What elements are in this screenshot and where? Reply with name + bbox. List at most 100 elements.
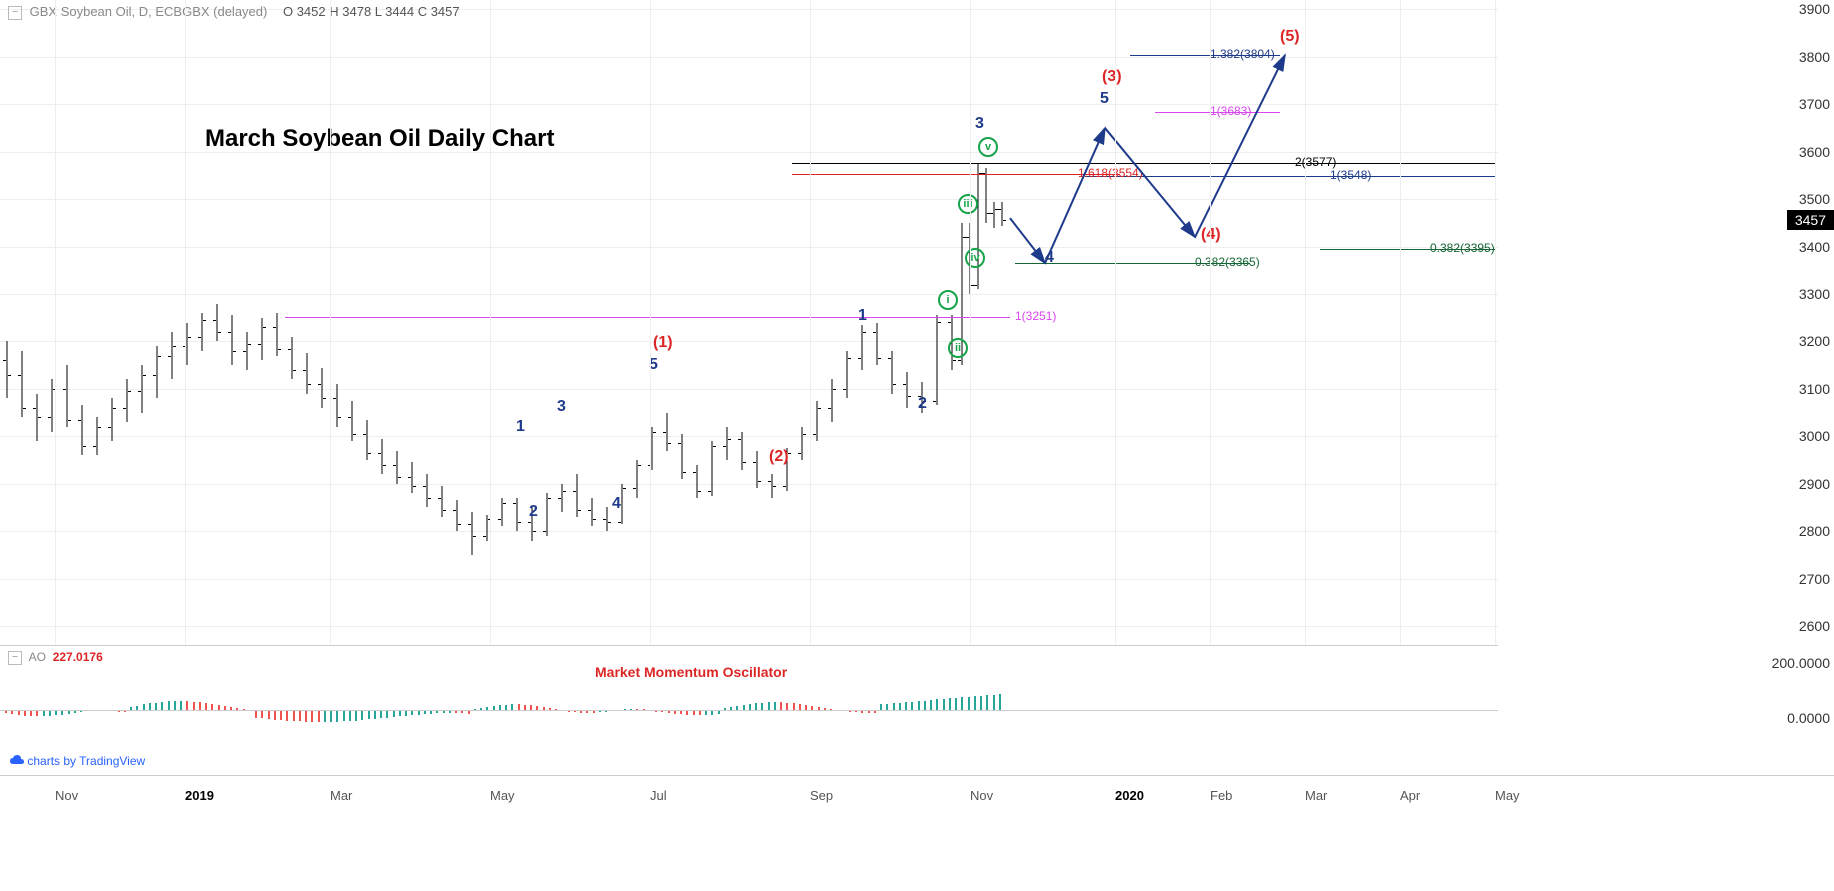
- ao-bar: [368, 711, 370, 719]
- wave-label[interactable]: 4: [612, 495, 621, 513]
- ohlc-readout: O 3452 H 3478 L 3444 C 3457: [283, 4, 460, 19]
- ohlc-h: 3478: [342, 4, 371, 19]
- wave-label[interactable]: (2): [769, 448, 789, 466]
- wave-label[interactable]: (1): [653, 334, 673, 352]
- ao-bar: [274, 711, 276, 720]
- indicator-title: Market Momentum Oscillator: [595, 664, 787, 680]
- ao-bar: [55, 711, 57, 715]
- ao-bar: [311, 711, 313, 722]
- projection-arrow[interactable]: [1045, 128, 1105, 263]
- ao-bar: [68, 711, 70, 714]
- ohlc-bar: [50, 379, 54, 431]
- ohlc-bar: [410, 462, 414, 493]
- ao-bar: [955, 698, 957, 711]
- ao-bar: [986, 695, 988, 711]
- ohlc-bar: [665, 413, 669, 451]
- ohlc-bar: [440, 486, 444, 517]
- ao-bar: [430, 711, 432, 714]
- ohlc-bar: [800, 427, 804, 460]
- ohlc-bar: [140, 365, 144, 412]
- fib-label: 0.382(3365): [1195, 255, 1260, 269]
- ao-bar: [5, 711, 7, 713]
- ao-bar: [861, 711, 863, 713]
- time-tick: Jul: [650, 788, 667, 803]
- wave-label-minor[interactable]: ii: [948, 338, 968, 358]
- ao-bar: [711, 711, 713, 715]
- ao-bar: [43, 711, 45, 716]
- price-tick: 2700: [1799, 571, 1830, 587]
- fib-label: 2(3577): [1295, 155, 1336, 169]
- ao-bar: [355, 711, 357, 721]
- time-tick: May: [1495, 788, 1520, 803]
- time-tick: Mar: [1305, 788, 1327, 803]
- ohlc-bar: [245, 332, 249, 370]
- ao-bar: [411, 711, 413, 715]
- collapse-icon[interactable]: −: [8, 6, 22, 20]
- ohlc-bar: [290, 337, 294, 380]
- ohlc-c: 3457: [431, 4, 460, 19]
- ohlc-bar: [95, 417, 99, 455]
- price-axis[interactable]: 2600270028002900300031003200330034003500…: [1498, 0, 1834, 645]
- wave-label-minor[interactable]: iv: [965, 248, 985, 268]
- ohlc-bar: [860, 325, 864, 370]
- attribution[interactable]: charts by TradingView: [10, 754, 145, 769]
- ao-bar: [461, 711, 463, 713]
- ao-bar: [399, 711, 401, 716]
- ohlc-o: 3452: [297, 4, 326, 19]
- ao-bar: [599, 711, 601, 712]
- ao-bar: [686, 711, 688, 715]
- ohlc-bar: [65, 365, 69, 427]
- main-price-chart[interactable]: − GBX Soybean Oil, D, ECBGBX (delayed) O…: [0, 0, 1498, 645]
- chart-root: − GBX Soybean Oil, D, ECBGBX (delayed) O…: [0, 0, 1834, 891]
- gridline: [0, 531, 1498, 532]
- ohlc-bar: [350, 401, 354, 441]
- wave-label[interactable]: 2: [918, 395, 927, 413]
- ao-bar: [374, 711, 376, 719]
- wave-label[interactable]: 3: [557, 398, 566, 416]
- price-tick: 3400: [1799, 239, 1830, 255]
- wave-label[interactable]: 1: [858, 307, 867, 325]
- wave-label[interactable]: 1: [516, 418, 525, 436]
- wave-label[interactable]: 2: [529, 503, 538, 521]
- gridline: [0, 436, 1498, 437]
- collapse-icon[interactable]: −: [8, 651, 22, 665]
- fib-label: 1(3683): [1210, 104, 1251, 118]
- ao-bar: [393, 711, 395, 717]
- ao-bar: [386, 711, 388, 718]
- fib-line[interactable]: [285, 317, 1010, 318]
- time-axis[interactable]: Nov2019MarMayJulSepNov2020FebMarAprMay: [0, 775, 1834, 815]
- wave-label[interactable]: (3): [1102, 68, 1122, 86]
- wave-label[interactable]: 4: [1045, 249, 1054, 267]
- ao-bar: [980, 696, 982, 711]
- fib-line[interactable]: [792, 174, 1120, 175]
- ohlc-bar: [935, 315, 939, 405]
- wave-label-minor[interactable]: v: [978, 137, 998, 157]
- gridline: [0, 341, 1498, 342]
- fib-line[interactable]: [1085, 176, 1495, 177]
- gridline: [0, 579, 1498, 580]
- ao-bar: [80, 711, 82, 712]
- ao-bar: [74, 711, 76, 713]
- wave-label-minor[interactable]: i: [938, 290, 958, 310]
- ao-bar: [268, 711, 270, 719]
- ohlc-bar: [305, 353, 309, 393]
- ao-bar: [455, 711, 457, 713]
- ao-bar: [961, 697, 963, 711]
- projection-arrow[interactable]: [1105, 128, 1195, 237]
- ao-bar: [330, 711, 332, 722]
- wave-label-minor[interactable]: iii: [958, 194, 978, 214]
- ohlc-bar: [635, 460, 639, 498]
- wave-label[interactable]: 5: [1100, 90, 1109, 108]
- wave-label[interactable]: 3: [975, 115, 984, 133]
- gridline: [0, 389, 1498, 390]
- ohlc-bar: [170, 332, 174, 379]
- wave-label[interactable]: (5): [1280, 28, 1300, 46]
- projection-arrow[interactable]: [1010, 218, 1045, 263]
- ao-bar: [718, 711, 720, 714]
- price-tick: 3300: [1799, 286, 1830, 302]
- ohlc-bar: [5, 341, 9, 398]
- fib-line[interactable]: [792, 163, 1495, 164]
- ohlc-bar: [455, 500, 459, 531]
- projection-arrow[interactable]: [1195, 55, 1285, 237]
- gridline: [0, 247, 1498, 248]
